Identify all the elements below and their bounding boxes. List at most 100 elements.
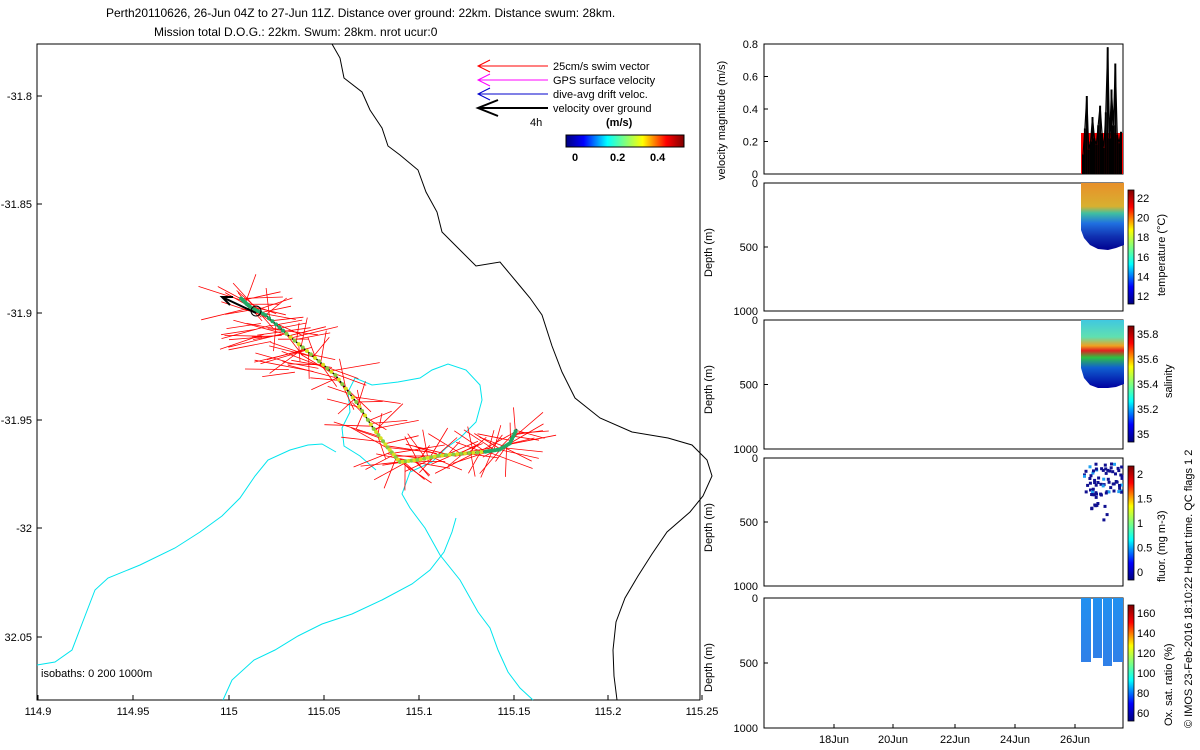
velocity-y-ticks: 0.8 0.6 0.4 0.2 0 bbox=[743, 39, 768, 181]
fluorescence-dot bbox=[1094, 462, 1098, 466]
colorbar-tick-label: 18 bbox=[1137, 232, 1149, 244]
temperature-panel: Depth (m) 0 500 1000 22 20 18 16 14 12 temperat… bbox=[703, 178, 1168, 318]
track-dot bbox=[325, 366, 330, 371]
right-panels: velocity magnitude (m/s) 0.8 0.6 0.4 0.2 0 D… bbox=[703, 39, 1195, 746]
swim-vector bbox=[262, 371, 295, 377]
swim-vector bbox=[221, 329, 255, 336]
map-y-tick-label: -31.85 bbox=[1, 199, 32, 211]
swim-vector bbox=[355, 412, 364, 430]
swim-vector bbox=[455, 441, 484, 453]
swim-vector bbox=[477, 433, 512, 441]
swim-vector bbox=[280, 322, 307, 329]
fluorescence-dot bbox=[1093, 481, 1097, 485]
fluorescence-dot bbox=[1103, 504, 1107, 508]
track-dot bbox=[422, 456, 427, 461]
swim-vector bbox=[357, 429, 381, 439]
track-dot bbox=[371, 426, 376, 431]
swim-vector bbox=[454, 430, 486, 453]
y-tick-label: 0.8 bbox=[743, 39, 758, 51]
swim-vector bbox=[333, 421, 380, 437]
title-line-1: Perth20110626, 26-Jun 04Z to 27-Jun 11Z.… bbox=[106, 6, 615, 20]
map-y-tick-label: -31.8 bbox=[7, 91, 32, 103]
track-dot bbox=[321, 362, 326, 367]
velocity-bars bbox=[1082, 47, 1122, 174]
fluorescence-dot bbox=[1091, 487, 1095, 491]
fluorescence-dot bbox=[1102, 477, 1106, 481]
swim-vector bbox=[513, 407, 516, 432]
swim-vector bbox=[324, 424, 373, 427]
swim-vector bbox=[337, 399, 355, 415]
track-dot bbox=[263, 313, 268, 318]
velocity-ylabel: velocity magnitude (m/s) bbox=[716, 61, 728, 180]
fluorescence-dot bbox=[1112, 489, 1116, 493]
isobath-1000m-west bbox=[36, 443, 337, 666]
fluorescence-dot bbox=[1091, 471, 1095, 475]
map-x-tick-label: 115 bbox=[220, 706, 238, 718]
fluorescence-dot bbox=[1093, 478, 1097, 482]
swim-vector bbox=[310, 377, 340, 381]
date-tick-label: 26Jun bbox=[1060, 734, 1090, 746]
fluorescence-dot bbox=[1118, 486, 1122, 490]
swim-vector bbox=[515, 430, 545, 439]
fluorescence-dot bbox=[1088, 481, 1092, 485]
isobaths-label: isobaths: 0 200 1000m bbox=[41, 668, 152, 680]
oxygen-ylabel: Depth (m) bbox=[703, 643, 715, 692]
fluorescence-dot bbox=[1097, 476, 1101, 480]
track-dot bbox=[459, 451, 463, 456]
colorbar-tick-label: 35 bbox=[1137, 429, 1149, 441]
fluorescence-dot bbox=[1083, 474, 1086, 478]
swim-vector bbox=[428, 433, 462, 455]
fluorescence-dot bbox=[1113, 462, 1116, 466]
swim-vector bbox=[507, 434, 557, 445]
colorbar-tick-label: 2 bbox=[1137, 469, 1143, 481]
glider-track bbox=[239, 296, 518, 464]
temperature-colorbar-ticks: 22 20 18 16 14 12 bbox=[1137, 193, 1149, 303]
velocity-line bbox=[1082, 47, 1122, 155]
fluorescence-dot bbox=[1104, 467, 1108, 471]
track-dot bbox=[347, 391, 352, 395]
y-tick-label: 1000 bbox=[734, 306, 758, 318]
map-y-tick-label: -31.9 bbox=[7, 308, 32, 320]
temperature-y-ticks: 0 500 1000 bbox=[734, 178, 768, 318]
oxygen-y-ticks: 0 500 1000 bbox=[734, 593, 768, 735]
fluorescence-axes-box bbox=[763, 457, 1124, 587]
temperature-colorbar bbox=[1127, 189, 1135, 305]
fluorescence-dot bbox=[1114, 480, 1118, 483]
track-dot bbox=[463, 451, 467, 456]
swim-vector bbox=[320, 330, 327, 363]
track-dot bbox=[317, 359, 322, 364]
swim-vector bbox=[377, 413, 383, 435]
swim-vector bbox=[404, 436, 418, 461]
fluorescence-dot bbox=[1106, 477, 1110, 481]
colorbar-tick-label: 100 bbox=[1137, 668, 1155, 680]
y-tick-label: 0 bbox=[752, 593, 758, 605]
fluorescence-dot bbox=[1105, 513, 1109, 517]
temperature-colorbar-label: temperature (°C) bbox=[1156, 214, 1168, 296]
swim-vector bbox=[486, 451, 533, 469]
track-dot bbox=[277, 325, 282, 330]
track-dot bbox=[412, 458, 417, 463]
track-dot bbox=[304, 349, 309, 353]
swim-vector bbox=[414, 446, 441, 456]
y-tick-label: 0 bbox=[752, 178, 758, 190]
track-dot bbox=[451, 452, 456, 457]
oxygen-colorbar bbox=[1127, 604, 1135, 722]
track-dot bbox=[383, 442, 388, 447]
velocity-axes-box bbox=[763, 43, 1124, 175]
y-tick-label: 500 bbox=[740, 242, 758, 254]
swim-vector bbox=[260, 349, 307, 365]
swim-vector bbox=[267, 328, 319, 336]
legend-ground-label: velocity over ground bbox=[553, 103, 651, 115]
legend-drift-label: dive-avg drift veloc. bbox=[553, 89, 648, 101]
swim-vector bbox=[463, 429, 496, 451]
fluorescence-dot bbox=[1117, 490, 1121, 494]
track-dot bbox=[455, 452, 460, 457]
track-dot bbox=[340, 382, 345, 387]
date-tick-label: 22Jun bbox=[940, 734, 970, 746]
track-dot bbox=[376, 433, 381, 438]
fluorescence-dot bbox=[1094, 495, 1098, 499]
isobath-1000m bbox=[222, 517, 457, 701]
salinity-ylabel: Depth (m) bbox=[703, 365, 715, 414]
swim-vector bbox=[353, 451, 392, 468]
track-dot bbox=[284, 331, 289, 336]
